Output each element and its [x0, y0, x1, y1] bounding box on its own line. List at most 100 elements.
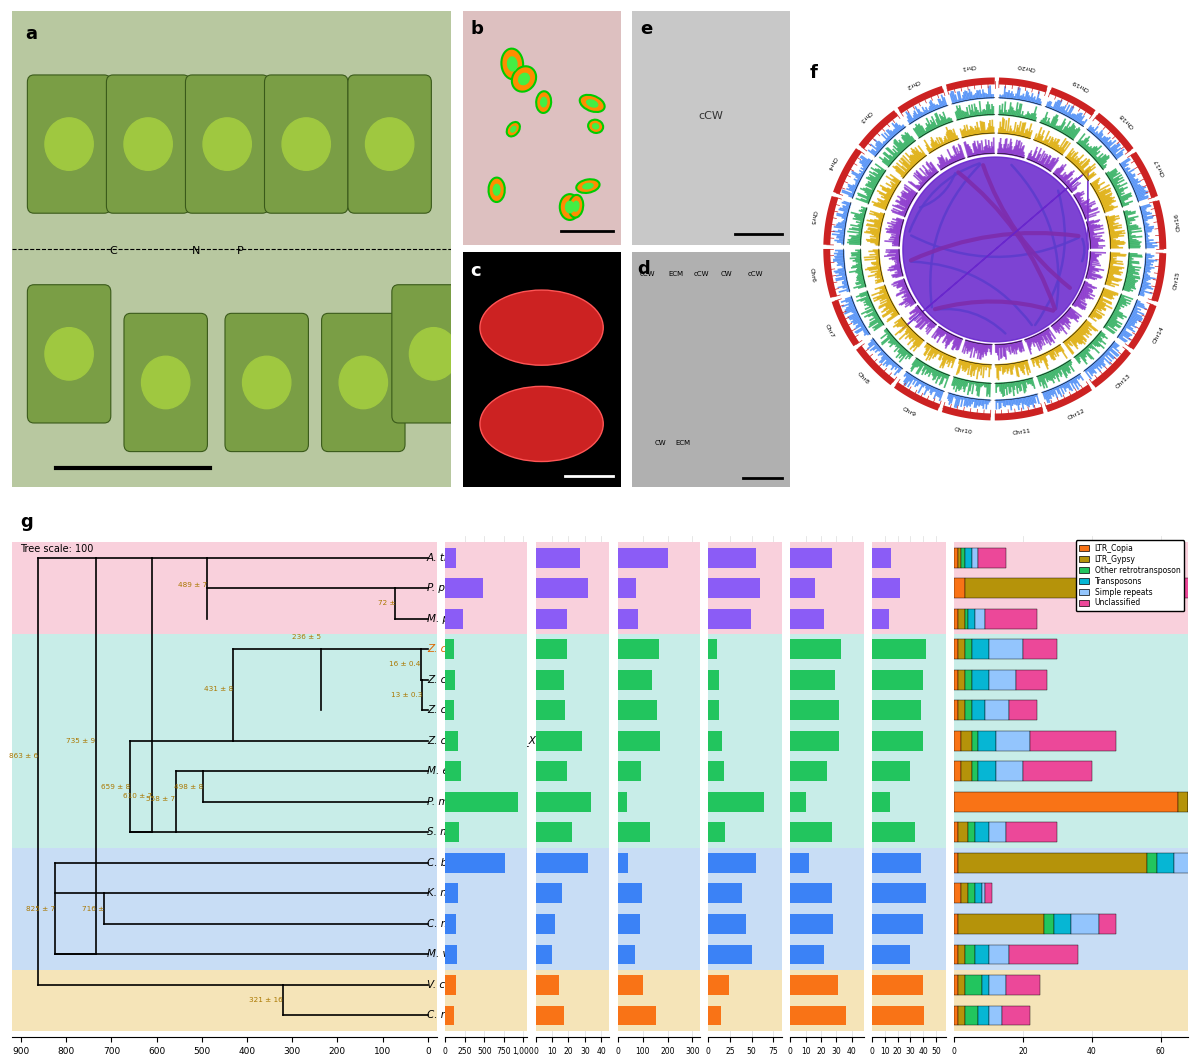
Bar — [791, 543, 864, 634]
Bar — [1016, 670, 1048, 690]
Text: Chr9: Chr9 — [901, 407, 917, 418]
Bar — [791, 1005, 846, 1025]
Text: Chr15: Chr15 — [1172, 271, 1181, 290]
Text: Chr1: Chr1 — [960, 62, 976, 70]
Bar — [958, 639, 965, 659]
Bar — [954, 883, 961, 904]
Circle shape — [142, 357, 190, 408]
Bar — [445, 847, 527, 970]
Bar — [1072, 914, 1099, 934]
Bar — [445, 700, 455, 720]
Text: 489 ± 7: 489 ± 7 — [178, 582, 206, 588]
Bar — [958, 914, 1044, 934]
Bar — [708, 579, 761, 598]
Bar — [535, 1005, 564, 1025]
Bar — [535, 731, 582, 751]
Text: 825 ± 7: 825 ± 7 — [26, 906, 55, 912]
Ellipse shape — [502, 49, 523, 79]
Bar — [535, 822, 571, 842]
Bar — [708, 548, 756, 567]
Bar — [535, 634, 610, 847]
Bar — [535, 945, 552, 964]
Ellipse shape — [582, 183, 594, 189]
Bar — [708, 791, 763, 811]
Bar — [968, 822, 974, 842]
Bar — [708, 883, 742, 904]
Bar — [618, 1005, 656, 1025]
Bar — [618, 970, 700, 1030]
Bar — [872, 731, 923, 751]
Bar — [535, 847, 610, 970]
Ellipse shape — [506, 122, 520, 136]
Bar — [989, 945, 1009, 964]
Text: Tree scale: 100: Tree scale: 100 — [20, 544, 94, 553]
Text: P. patens: P. patens — [427, 583, 474, 594]
Text: 558 ± 7: 558 ± 7 — [146, 796, 175, 802]
Bar — [791, 883, 832, 904]
Ellipse shape — [592, 123, 599, 130]
Bar — [972, 639, 989, 659]
Bar — [872, 914, 923, 934]
Bar — [12, 970, 437, 1030]
Bar — [1044, 914, 1054, 934]
Text: d: d — [637, 259, 649, 277]
Bar — [708, 914, 745, 934]
Bar — [708, 1005, 721, 1025]
Text: Chr2: Chr2 — [905, 77, 920, 89]
Bar — [996, 731, 1030, 751]
Bar — [12, 543, 437, 634]
Bar — [974, 883, 982, 904]
Bar — [965, 945, 974, 964]
Circle shape — [409, 328, 457, 380]
Bar — [1002, 1005, 1030, 1025]
Text: 72 ±: 72 ± — [378, 600, 395, 606]
FancyArrowPatch shape — [983, 165, 1070, 288]
Bar — [708, 639, 716, 659]
Bar — [1192, 791, 1200, 811]
Bar — [445, 634, 527, 847]
Bar — [708, 945, 751, 964]
Bar — [535, 700, 565, 720]
Bar — [965, 608, 968, 628]
Bar — [445, 762, 461, 781]
Bar — [965, 700, 972, 720]
FancyArrowPatch shape — [911, 233, 1079, 260]
Bar — [708, 670, 719, 690]
Bar — [872, 970, 946, 1030]
Bar — [954, 731, 961, 751]
Bar — [961, 731, 972, 751]
Bar — [618, 543, 700, 634]
Bar — [445, 731, 458, 751]
Bar — [954, 914, 958, 934]
Ellipse shape — [572, 201, 580, 212]
Text: C. braunii: C. braunii — [427, 858, 476, 868]
Bar — [958, 670, 965, 690]
Bar — [954, 608, 958, 628]
Bar — [618, 883, 642, 904]
Text: M. endlicherianum: M. endlicherianum — [427, 766, 523, 777]
Bar — [996, 762, 1024, 781]
Bar — [445, 945, 457, 964]
Text: Chr7: Chr7 — [823, 323, 835, 339]
Bar — [965, 670, 972, 690]
Bar — [965, 1005, 978, 1025]
Bar — [972, 548, 978, 567]
Text: Chr18: Chr18 — [1118, 111, 1135, 128]
Bar — [708, 762, 724, 781]
FancyBboxPatch shape — [224, 313, 308, 452]
Ellipse shape — [576, 179, 600, 193]
Bar — [1157, 853, 1175, 873]
Bar — [954, 639, 958, 659]
Ellipse shape — [488, 178, 505, 202]
Bar — [985, 608, 1037, 628]
Bar — [445, 853, 505, 873]
Bar — [618, 791, 626, 811]
Text: 13 ± 0.3: 13 ± 0.3 — [390, 692, 422, 698]
Bar — [535, 762, 566, 781]
Circle shape — [282, 117, 330, 170]
Bar — [1144, 579, 1151, 598]
FancyBboxPatch shape — [186, 75, 269, 214]
Text: 498 ± 8: 498 ± 8 — [174, 784, 203, 789]
FancyBboxPatch shape — [28, 285, 110, 423]
Bar — [1024, 639, 1057, 659]
